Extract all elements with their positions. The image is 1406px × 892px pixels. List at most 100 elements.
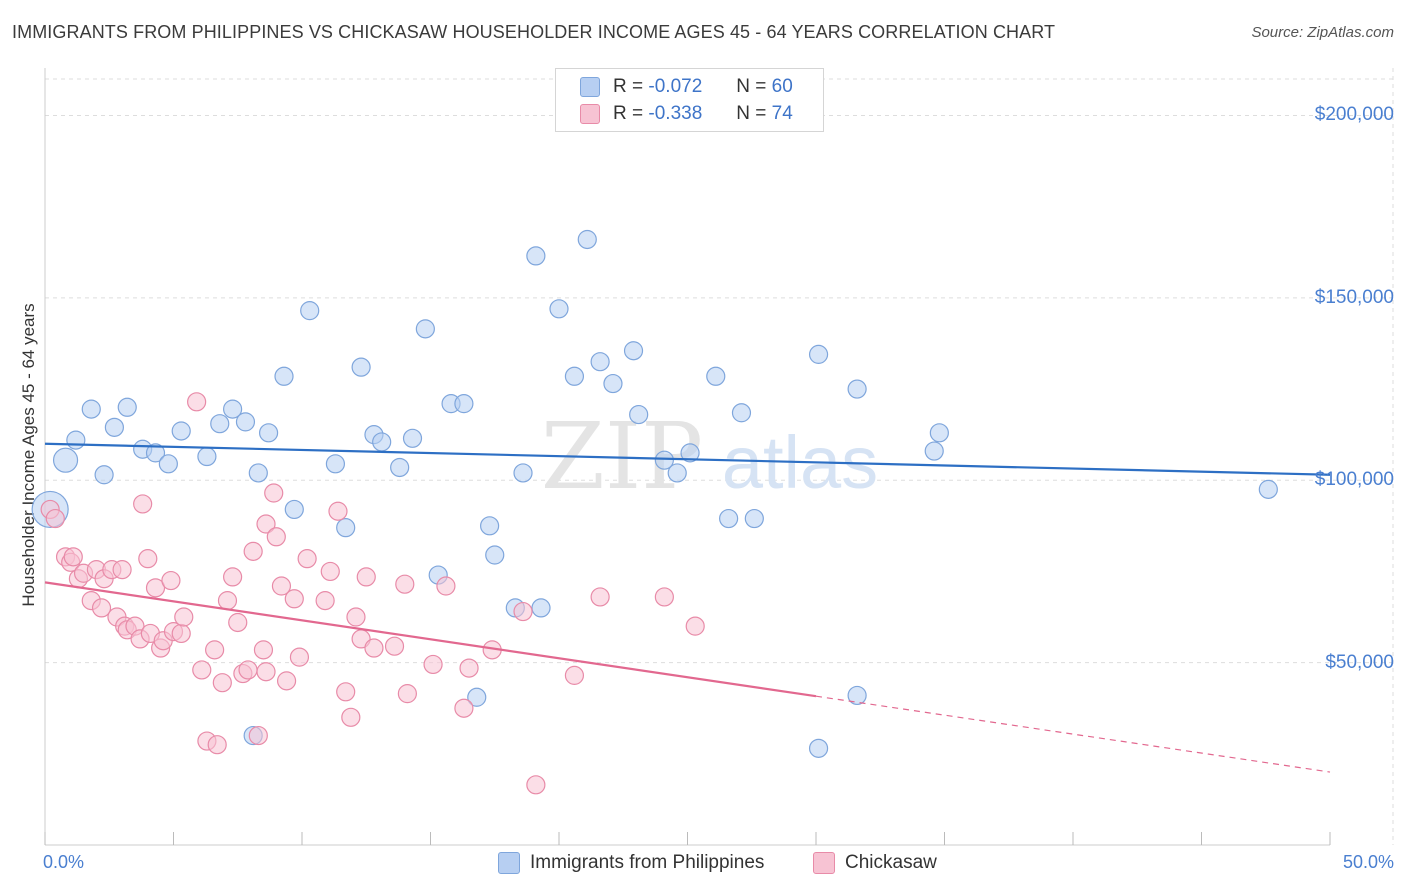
legend-r-label: R = [613, 76, 644, 97]
trend-line-chickasaw-extrapolated [815, 695, 1331, 773]
point-philippines [284, 499, 304, 520]
point-philippines [603, 373, 623, 394]
point-chickasaw [297, 549, 317, 569]
point-chickasaw [454, 698, 474, 718]
point-philippines [590, 352, 610, 372]
point-philippines [526, 246, 546, 266]
point-philippines [577, 229, 597, 250]
point-philippines [104, 417, 124, 437]
point-philippines [145, 443, 166, 463]
point-philippines [808, 738, 829, 758]
point-chickasaw [217, 591, 238, 611]
point-philippines [81, 399, 101, 419]
legend-item-philippines[interactable]: Immigrants from Philippines [498, 852, 764, 874]
point-philippines [623, 341, 644, 361]
point-philippines [924, 441, 944, 461]
point-philippines [235, 412, 256, 432]
point-chickasaw [526, 775, 546, 795]
legend-swatch-blue [580, 77, 600, 97]
point-philippines [336, 518, 356, 538]
point-philippines [513, 463, 533, 483]
point-chickasaw [145, 578, 166, 598]
point-philippines [197, 446, 217, 467]
point-chickasaw [161, 570, 181, 591]
point-philippines [117, 397, 137, 417]
point-philippines [629, 404, 649, 425]
legend-label-philippines: Immigrants from Philippines [530, 852, 765, 873]
chart-title: IMMIGRANTS FROM PHILIPPINES VS CHICKASAW… [12, 22, 1056, 42]
point-chickasaw [341, 707, 361, 727]
point-chickasaw [328, 501, 348, 521]
point-chickasaw [138, 549, 158, 569]
point-chickasaw [63, 547, 83, 567]
point-philippines [731, 403, 752, 423]
legend-n-label: N = [736, 76, 767, 97]
legend-item-chickasaw[interactable]: Chickasaw [813, 852, 937, 874]
point-chickasaw [336, 682, 356, 702]
y-tick-label: $100,000 [1314, 469, 1394, 491]
legend-r-value: -0.338 [648, 103, 703, 124]
point-chickasaw [654, 587, 674, 607]
point-philippines [531, 598, 551, 618]
point-chickasaw [256, 662, 276, 682]
point-philippines [66, 430, 86, 450]
point-philippines [372, 432, 392, 452]
point-philippines [258, 423, 279, 443]
point-philippines [171, 421, 191, 441]
points-layer [31, 229, 1278, 795]
point-philippines [94, 465, 114, 485]
point-philippines [744, 508, 764, 529]
point-chickasaw [364, 638, 384, 658]
point-chickasaw [205, 640, 225, 660]
point-chickasaw [223, 567, 243, 587]
point-chickasaw [187, 392, 207, 412]
point-philippines [467, 687, 487, 707]
point-chickasaw [238, 660, 258, 680]
legend-swatch-blue [498, 852, 520, 874]
axis-layer [44, 68, 1331, 846]
legend-n-value: 60 [771, 76, 793, 97]
point-philippines [847, 379, 867, 399]
point-chickasaw [171, 623, 191, 644]
source-label: Source: ZipAtlas.com [1251, 24, 1394, 41]
point-philippines [210, 414, 230, 434]
legend-row-chickasaw: R = -0.338 N = 74 [580, 102, 793, 126]
trend-line-chickasaw [44, 581, 817, 698]
point-chickasaw [207, 735, 227, 755]
point-philippines [929, 423, 949, 443]
point-chickasaw [315, 591, 335, 611]
point-chickasaw [436, 576, 456, 596]
point-philippines [300, 301, 320, 321]
point-philippines [847, 685, 867, 706]
point-philippines [454, 394, 474, 414]
point-chickasaw [384, 636, 405, 656]
point-chickasaw [228, 612, 248, 633]
point-philippines [485, 545, 505, 565]
point-chickasaw [248, 725, 268, 746]
point-philippines [402, 428, 423, 448]
point-chickasaw [45, 508, 65, 529]
point-chickasaw [91, 598, 112, 618]
point-chickasaw [564, 665, 585, 685]
point-philippines [667, 463, 687, 483]
point-philippines [654, 450, 674, 470]
point-chickasaw [266, 527, 286, 547]
point-philippines [549, 299, 569, 319]
point-chickasaw [356, 567, 376, 587]
point-philippines [52, 447, 79, 473]
point-philippines [1258, 479, 1278, 499]
legend-swatch-pink [813, 852, 835, 874]
x-tick-label-max: 50.0% [1342, 852, 1394, 872]
trend-line-philippines [44, 442, 1331, 476]
point-chickasaw [264, 483, 284, 503]
point-chickasaw [212, 673, 232, 693]
point-chickasaw [423, 654, 443, 675]
point-philippines [564, 366, 585, 386]
correlation-legend: R = -0.072 N = 60 R = -0.338 N = 74 [555, 68, 824, 132]
point-chickasaw [395, 574, 415, 594]
point-chickasaw [513, 601, 533, 622]
point-chickasaw [276, 671, 297, 691]
point-chickasaw [289, 647, 310, 667]
trend-layer [44, 442, 1331, 773]
